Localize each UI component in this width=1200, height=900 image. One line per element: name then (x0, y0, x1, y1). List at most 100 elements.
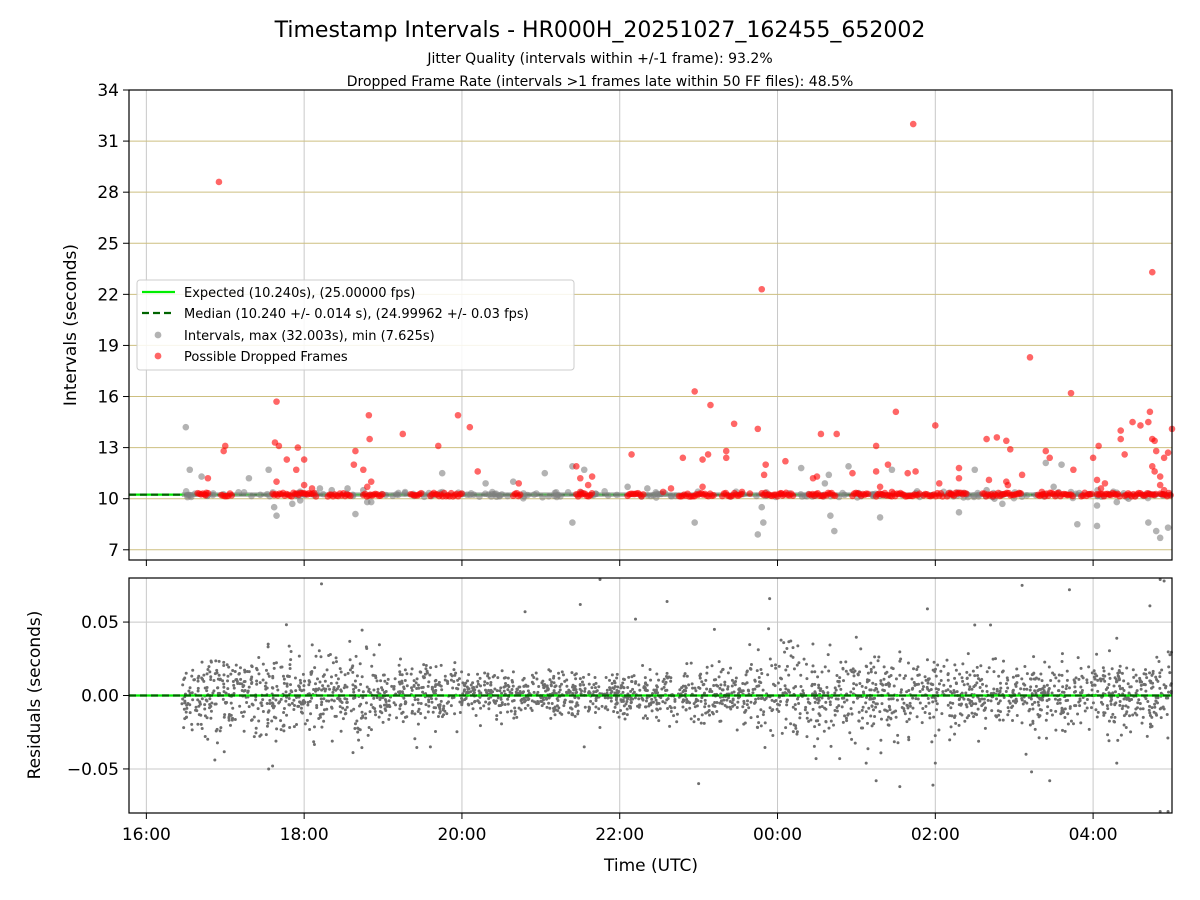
residual-point (1121, 704, 1125, 708)
residual-point (1064, 687, 1068, 691)
residual-point (874, 705, 878, 709)
residual-point (858, 682, 862, 686)
residual-point (1045, 711, 1049, 715)
residual-point (894, 709, 898, 713)
residual-point (196, 689, 200, 693)
residual-point (1112, 719, 1116, 723)
residual-point (548, 669, 552, 673)
residual-point (361, 696, 365, 700)
residual-point (360, 675, 364, 679)
dropped-frame-point (434, 442, 442, 450)
residual-point (558, 688, 562, 692)
residual-point (1159, 716, 1163, 720)
residual-point (1124, 726, 1128, 730)
residual-point (986, 698, 990, 702)
residual-point (612, 686, 616, 690)
dropped-frame-point (1089, 454, 1097, 462)
residual-point (471, 707, 475, 711)
residual-point (888, 708, 892, 712)
residual-point (782, 641, 786, 645)
residual-point (678, 688, 682, 692)
dropped-frame-point (993, 434, 1001, 441)
residual-point (939, 669, 943, 673)
residual-point (417, 707, 421, 711)
residual-point (274, 739, 278, 743)
intervals-y-tick-label: 22 (97, 285, 119, 305)
residual-point (1045, 683, 1049, 687)
residual-point (290, 701, 294, 705)
residual-point (729, 707, 733, 711)
residual-point (802, 691, 806, 695)
residual-point (593, 686, 597, 690)
residual-point (521, 678, 525, 682)
interval-point (257, 491, 264, 499)
dropped-frame-point (294, 444, 302, 451)
residual-point (439, 684, 443, 688)
residual-point (288, 663, 292, 667)
residual-point (616, 691, 620, 695)
residual-point (654, 698, 658, 702)
residual-point (827, 669, 831, 673)
residual-point (1129, 685, 1133, 689)
residual-point (685, 674, 689, 678)
residual-point (784, 687, 788, 691)
residual-point (1037, 677, 1041, 681)
residual-point (754, 697, 758, 701)
residual-point (705, 671, 709, 675)
residual-point (184, 671, 188, 675)
residual-point (675, 712, 679, 716)
residual-point (864, 710, 868, 714)
residual-point (935, 702, 939, 706)
residual-point (829, 744, 833, 748)
residual-point (970, 687, 974, 691)
residual-point (783, 684, 787, 688)
residual-point (1077, 677, 1081, 681)
residual-point (550, 680, 554, 684)
residual-point (849, 690, 853, 694)
dropped-frame-point (347, 492, 354, 500)
residual-point (983, 726, 987, 730)
residual-point (215, 741, 219, 745)
dropped-frame-point (1093, 476, 1101, 484)
residual-point (1052, 684, 1056, 688)
residual-point (332, 685, 336, 689)
residual-point (377, 715, 381, 719)
residual-point (1027, 709, 1031, 713)
residual-point (835, 709, 839, 713)
residual-point (949, 725, 953, 729)
residual-point (784, 668, 788, 672)
residual-point (222, 682, 226, 686)
residual-point (927, 701, 931, 705)
residual-point (1167, 665, 1171, 669)
residual-point (931, 783, 935, 787)
interval-point (198, 473, 205, 480)
legend-intervals-marker (154, 331, 162, 339)
residual-point (268, 701, 272, 705)
residual-point (696, 717, 700, 721)
residual-point (506, 688, 510, 692)
residual-point (1040, 679, 1044, 683)
residual-point (470, 702, 474, 706)
residual-point (400, 711, 404, 715)
residual-point (879, 679, 883, 683)
residual-point (405, 684, 409, 688)
dropped-frame-point (228, 492, 236, 499)
dropped-frame-point (707, 401, 714, 409)
residual-point (484, 700, 488, 704)
residual-point (319, 697, 323, 701)
residual-point (327, 654, 331, 658)
intervals-y-tick-label: 28 (97, 183, 119, 203)
residual-point (557, 671, 561, 675)
residual-point (613, 691, 617, 695)
residual-point (487, 707, 491, 711)
residual-point (313, 666, 317, 670)
residual-point (297, 654, 301, 658)
residual-point (1090, 688, 1094, 692)
residual-point (276, 688, 280, 692)
residual-point (669, 679, 673, 683)
residual-point (420, 686, 424, 690)
residual-point (746, 699, 750, 703)
residual-point (949, 690, 953, 694)
residual-point (1064, 699, 1068, 703)
residual-point (742, 722, 746, 726)
